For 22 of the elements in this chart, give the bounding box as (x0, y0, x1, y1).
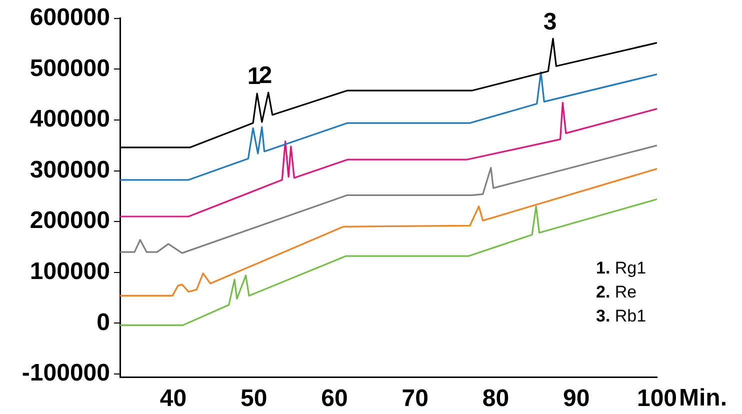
y-tick-label: 400000 (30, 106, 110, 133)
y-tick-label: -100000 (22, 360, 110, 387)
x-tick-label: 80 (482, 385, 510, 412)
y-tick-label: 300000 (30, 156, 110, 184)
x-tick-label: 100 (636, 385, 678, 412)
annotation: 2. Re (596, 282, 637, 302)
x-axis-title: Min. (679, 384, 727, 412)
annotation: 1. Rg1 (596, 258, 646, 278)
y-tick-label: 0 (96, 308, 110, 336)
x-tick-label: 50 (240, 385, 268, 412)
annotation: 2 (258, 62, 272, 90)
y-tick-label: 100000 (30, 258, 110, 285)
y-tick-label: 500000 (30, 54, 110, 82)
annotation: 3. Rb1 (596, 306, 646, 326)
x-tick-label: 70 (402, 385, 428, 412)
y-tick-label: 600000 (30, 4, 110, 32)
x-tick-label: 90 (563, 385, 590, 412)
annotation: 3 (543, 8, 557, 36)
annotation: 1 (247, 63, 261, 90)
x-tick-label: 60 (321, 385, 348, 412)
x-tick-label: 40 (160, 385, 187, 412)
y-tick-label: 200000 (30, 207, 110, 234)
